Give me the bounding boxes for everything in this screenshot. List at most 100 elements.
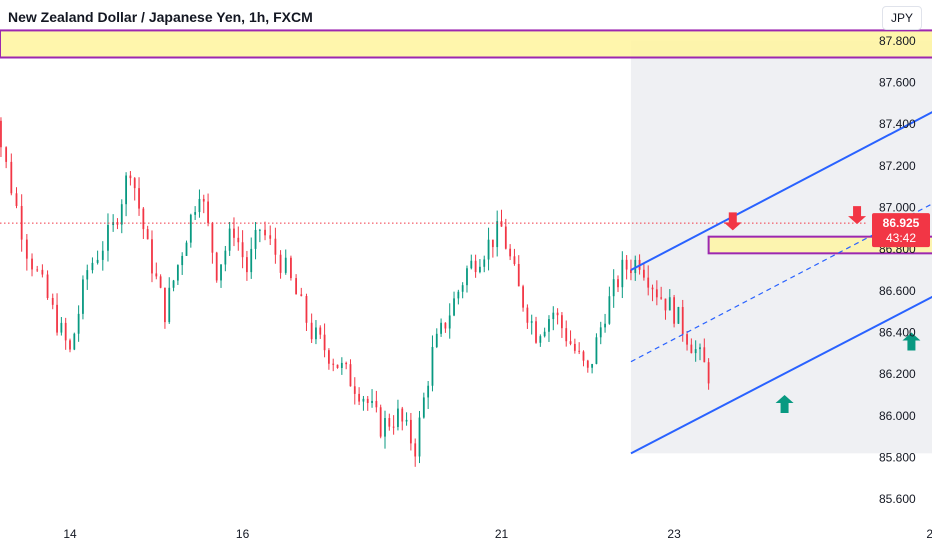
- candle-body: [189, 214, 192, 243]
- candle-body: [362, 398, 365, 402]
- candle-body: [220, 264, 222, 281]
- y-tick-label: 87.000: [879, 201, 916, 215]
- candle-body: [228, 228, 231, 251]
- channel-lower-line: [630, 295, 932, 455]
- y-tick-label: 85.600: [879, 492, 916, 506]
- y-tick-label: 86.000: [879, 409, 916, 423]
- candle-body: [215, 252, 218, 281]
- candle-body: [254, 229, 257, 249]
- candle-body: [202, 198, 205, 202]
- x-tick-label: 23: [667, 527, 681, 541]
- candle-body: [474, 260, 477, 273]
- candle-body: [101, 250, 104, 260]
- candle-body: [349, 364, 352, 387]
- candle-body: [388, 418, 391, 427]
- candle-body: [397, 408, 399, 427]
- currency-button[interactable]: JPY: [882, 6, 922, 30]
- candle-body: [612, 279, 615, 297]
- candle-body: [500, 221, 503, 227]
- sell-arrow-marker: [848, 206, 867, 225]
- candle-body: [332, 363, 335, 365]
- candle-body: [509, 248, 512, 257]
- candle-body: [561, 315, 563, 329]
- candle-body: [513, 256, 516, 264]
- candle-body: [73, 333, 76, 350]
- candle-body: [198, 198, 201, 213]
- candle-body: [642, 269, 645, 278]
- candle-body: [504, 226, 507, 249]
- candle-body: [358, 393, 361, 402]
- candle-body: [371, 400, 373, 404]
- candle-body: [491, 239, 494, 248]
- y-tick-label: 86.400: [879, 326, 916, 340]
- resistance-zone: [0, 29, 932, 59]
- candle-body: [328, 350, 330, 364]
- y-tick-label: 85.800: [879, 451, 916, 465]
- y-tick-label: 87.200: [879, 159, 916, 173]
- candle-body: [250, 248, 253, 273]
- x-tick-label: 28: [926, 527, 932, 541]
- candle-body: [621, 259, 624, 288]
- candle-body: [41, 269, 44, 275]
- candle-body: [517, 263, 520, 287]
- x-tick-label: 21: [495, 527, 509, 541]
- candle-body: [64, 322, 67, 341]
- candle-body: [552, 312, 555, 320]
- candle-body: [340, 362, 343, 368]
- candle-body: [414, 443, 417, 457]
- candle-body: [142, 208, 145, 230]
- candle-body: [435, 333, 438, 347]
- candle-body: [211, 222, 214, 253]
- candle-body: [634, 259, 637, 274]
- candle-body: [258, 229, 261, 231]
- price-badge-price: 86.925: [883, 216, 920, 230]
- candle-body: [690, 344, 693, 354]
- candle-body: [457, 291, 460, 299]
- candle-body: [224, 250, 227, 265]
- candle-body: [548, 319, 550, 332]
- candle-body: [539, 336, 542, 343]
- candle-body: [345, 362, 348, 365]
- candle-body: [440, 322, 442, 334]
- candle-body: [82, 279, 84, 314]
- candle-body: [556, 312, 559, 316]
- candle-body: [290, 257, 292, 279]
- candle-body: [133, 178, 136, 189]
- candle-body: [461, 285, 464, 292]
- candle-body: [146, 229, 149, 240]
- candle-body: [664, 298, 667, 311]
- candle-body: [418, 417, 421, 457]
- candle-body: [543, 331, 546, 337]
- candle-body: [25, 239, 28, 259]
- candle-body: [582, 351, 585, 361]
- candle-body: [707, 362, 710, 384]
- candle-body: [630, 269, 632, 274]
- candle-body: [375, 400, 378, 408]
- candle-body: [427, 385, 430, 398]
- candle-body: [569, 341, 572, 344]
- candle-body: [185, 242, 188, 256]
- candle-body: [604, 323, 606, 328]
- candle-body: [487, 239, 490, 260]
- candle-body: [703, 347, 706, 363]
- candle-body: [69, 340, 71, 350]
- candle-body: [668, 297, 671, 311]
- candle-body: [409, 419, 412, 444]
- x-tick-label: 14: [63, 527, 77, 541]
- candle-body: [617, 279, 619, 288]
- candle-body: [129, 175, 132, 179]
- candle-body: [274, 238, 277, 255]
- candle-body: [479, 266, 481, 273]
- price-badge-countdown: 43:42: [886, 231, 916, 245]
- candle-body: [120, 204, 123, 225]
- candle-body: [5, 147, 8, 162]
- candle-body: [578, 350, 581, 352]
- candle-body: [323, 334, 326, 351]
- candle-body: [466, 268, 468, 286]
- buy-arrow-marker: [902, 332, 921, 351]
- candle-body: [300, 294, 303, 297]
- candle-body: [647, 277, 650, 288]
- candle-body: [246, 257, 248, 273]
